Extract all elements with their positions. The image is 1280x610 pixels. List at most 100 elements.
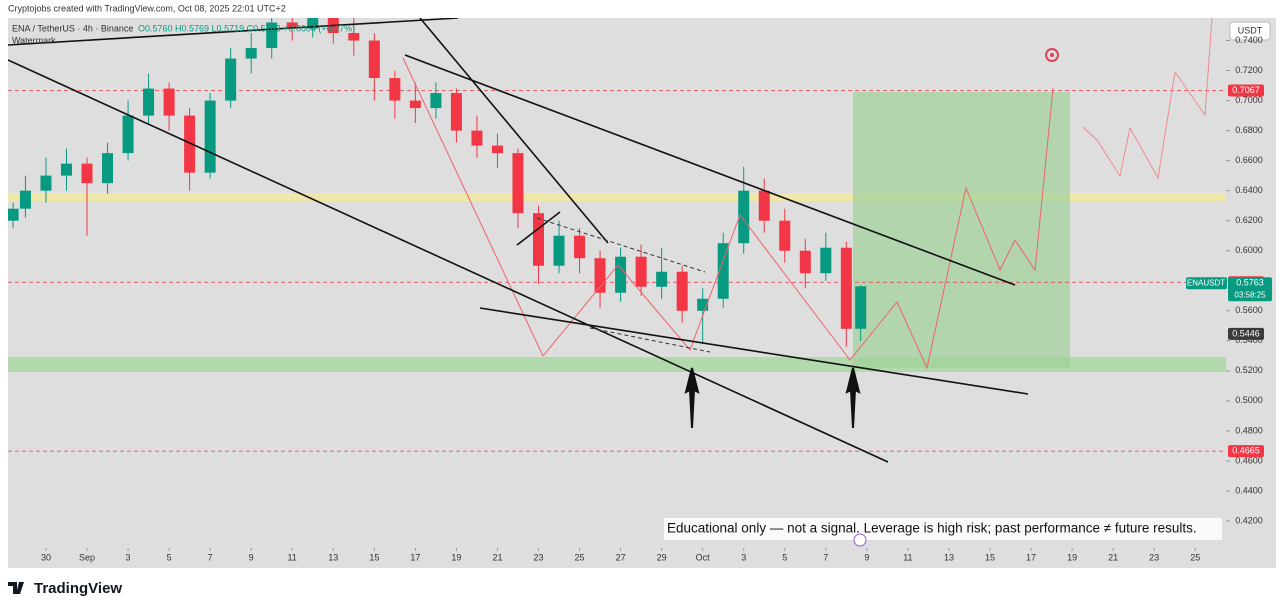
candle-body <box>40 175 52 191</box>
y-tick-label: 0.5600 <box>1235 305 1263 315</box>
x-tick-label: 17 <box>410 552 420 562</box>
candle-body <box>840 247 852 329</box>
x-tick-label: 21 <box>492 552 502 562</box>
x-tick-label: 3 <box>126 552 131 562</box>
x-tick-label: Sep <box>79 552 95 562</box>
x-tick-label: 21 <box>1108 552 1118 562</box>
y-tick-label: 0.6400 <box>1235 185 1263 195</box>
countdown: 03:58:25 <box>1234 290 1266 299</box>
y-tick-label: 0.6800 <box>1235 125 1263 135</box>
level-label: 0.7067 <box>1232 85 1260 95</box>
candle-body <box>430 93 442 109</box>
y-tick-label: 0.4600 <box>1235 455 1263 465</box>
y-tick-label: 0.7400 <box>1235 35 1263 45</box>
projection-path-ext <box>1082 18 1213 180</box>
arrow <box>845 367 861 429</box>
y-tick-label: 0.5000 <box>1235 395 1263 405</box>
candle-body <box>779 220 791 251</box>
position-box <box>853 92 1070 368</box>
candle-body <box>409 100 421 109</box>
x-tick-label: 7 <box>208 552 213 562</box>
candle-body <box>19 190 31 209</box>
candle-body <box>738 190 750 244</box>
y-tick-label: 0.4800 <box>1235 425 1263 435</box>
currency-box <box>1229 21 1271 41</box>
candle-body <box>553 235 565 266</box>
y-tick-label: 0.5400 <box>1235 335 1263 345</box>
y-tick-label: 0.4200 <box>1235 515 1263 525</box>
candle-body <box>163 88 175 116</box>
candle-body <box>697 298 709 311</box>
zones <box>8 92 1226 372</box>
candle-body <box>799 250 811 274</box>
target-icon <box>1045 48 1059 62</box>
event-icon <box>853 533 867 547</box>
trend-line <box>419 18 609 244</box>
x-tick-label: 9 <box>864 552 869 562</box>
candle-body <box>60 163 72 176</box>
dashed-line <box>536 217 706 273</box>
target-icon-center <box>1050 53 1054 57</box>
x-tick-label: 13 <box>328 552 338 562</box>
candle-body <box>512 153 524 214</box>
candles <box>8 18 867 347</box>
y-tick-label: 0.6200 <box>1235 215 1263 225</box>
candle-body <box>574 235 586 259</box>
candle-body <box>717 243 729 299</box>
candle-body <box>758 190 770 221</box>
candle-body <box>368 40 380 79</box>
candle-body <box>348 33 360 41</box>
candle-body <box>245 48 257 59</box>
x-tick-label: 15 <box>369 552 379 562</box>
trend-line <box>404 54 1016 286</box>
dashed-line <box>589 327 711 353</box>
y-tick-label: 0.7000 <box>1235 95 1263 105</box>
x-tick-label: 7 <box>823 552 828 562</box>
annotation-box <box>664 518 1222 540</box>
level-label: 0.5446 <box>1232 328 1260 338</box>
y-tick-label: 0.4400 <box>1235 485 1263 495</box>
trend-lines <box>8 18 1029 463</box>
level-tag <box>1228 84 1264 97</box>
x-tick-label: 29 <box>657 552 667 562</box>
candle-body <box>635 256 647 287</box>
candle-body <box>184 115 196 173</box>
trend-line <box>8 18 459 46</box>
candle-body <box>8 208 19 221</box>
x-tick-label: 3 <box>741 552 746 562</box>
resistance-zone <box>8 193 1226 201</box>
x-tick-label: Oct <box>696 552 711 562</box>
level-label: 0.4665 <box>1232 446 1260 456</box>
last-price-tag <box>1228 277 1272 302</box>
candle-body <box>204 100 216 173</box>
candle-body <box>471 130 483 146</box>
candle-body <box>143 88 155 116</box>
dashed-lines <box>536 217 711 353</box>
x-tick-label: 11 <box>288 552 297 562</box>
level-tag <box>1228 327 1264 340</box>
x-tick-label: 15 <box>985 552 995 562</box>
y-tick-label: 0.6000 <box>1235 245 1263 255</box>
annotation: Educational only — not a signal. Leverag… <box>667 521 1197 536</box>
candle-body <box>533 213 545 266</box>
drawings <box>8 18 1213 463</box>
candle-body <box>676 271 688 311</box>
ohlc: O0.5760 H0.5769 L0.5719 C0.5763 +0.0004 … <box>138 23 355 33</box>
projection-path <box>402 57 1054 370</box>
trend-line <box>516 211 561 246</box>
credit: Cryptojobs created with TradingView.com,… <box>8 3 286 13</box>
trend-line <box>479 307 1029 395</box>
x-tick-label: 19 <box>451 552 461 562</box>
candle-body <box>266 22 278 49</box>
x-tick-label: 11 <box>903 552 912 562</box>
candle-body <box>286 22 298 29</box>
symbol: ENA / TetherUS · 4h · Binance <box>12 23 133 33</box>
candle-body <box>81 163 93 184</box>
y-tick-label: 0.7200 <box>1235 65 1263 75</box>
x-tick-label: 17 <box>1026 552 1036 562</box>
x-tick-label: 9 <box>249 552 254 562</box>
symbol-label: ENAUSDT <box>1187 278 1225 287</box>
